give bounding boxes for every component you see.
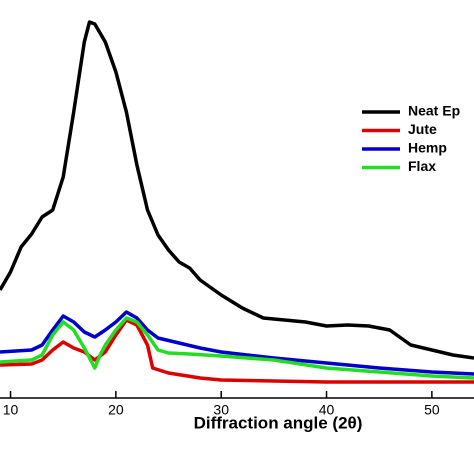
- series-line: [0, 20, 474, 360]
- x-tick-label: 10: [3, 402, 19, 418]
- x-tick-label: 20: [108, 402, 124, 418]
- x-tick-label: 30: [213, 402, 229, 418]
- legend-label: Jute: [408, 121, 437, 137]
- legend-label: Hemp: [408, 140, 447, 156]
- x-axis-label: Diffraction angle (2θ): [194, 413, 363, 432]
- series-line: [0, 316, 474, 380]
- series-line: [0, 318, 474, 384]
- legend-label: Neat Ep: [408, 103, 460, 119]
- series-line: [0, 310, 474, 376]
- legend-label: Flax: [408, 158, 436, 174]
- x-tick-label: 50: [424, 402, 440, 418]
- x-tick-label: 40: [319, 402, 335, 418]
